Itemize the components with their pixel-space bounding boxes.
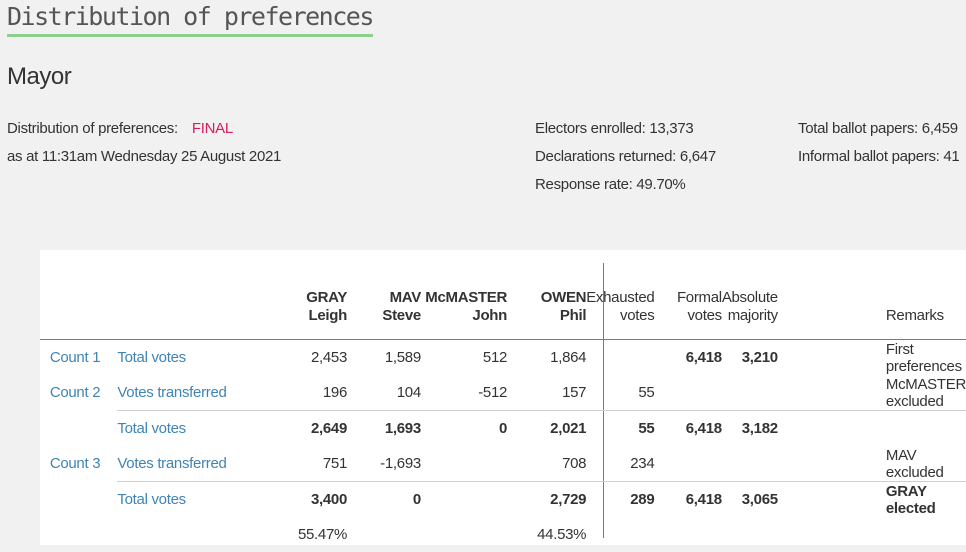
absolute-majority: 3,210	[741, 349, 778, 366]
mav-votes: 1,693	[347, 410, 421, 446]
row-type-label: Total votes	[117, 349, 186, 366]
dop-label: Distribution of preferences:	[7, 120, 178, 137]
gray-votes: 196	[322, 384, 348, 401]
declarations-returned: Declarations returned: 6,647	[535, 148, 716, 165]
mcmaster-votes	[420, 481, 508, 517]
distribution-table-panel: GRAY Leigh MAV Steve McMASTER John OWEN Phil…	[40, 250, 966, 545]
mcmaster-votes	[421, 446, 507, 482]
exhausted-votes: 234	[630, 455, 655, 472]
absolute-majority: 3,065	[721, 481, 778, 517]
formal-votes	[654, 375, 721, 411]
absolute-majority-header: Absolute majority	[721, 270, 778, 340]
remarks-header: Remarks	[885, 270, 966, 340]
candidate-header-gray: GRAY Leigh	[243, 270, 347, 340]
informal-ballot-papers: Informal ballot papers: 41	[798, 148, 960, 165]
formal-votes: 6,418	[654, 481, 722, 517]
absolute-majority	[722, 446, 778, 482]
remarks: GRAY elected	[885, 481, 966, 517]
remarks	[885, 410, 966, 446]
count-link[interactable]: Count 2	[49, 384, 101, 402]
row-type-label: Total votes	[117, 481, 244, 517]
candidate-header-owen: OWEN Phil	[507, 270, 587, 340]
exhausted-votes: 55	[638, 384, 655, 401]
election-title: Mayor	[7, 63, 72, 90]
gray-votes: 2,649	[269, 410, 347, 446]
candidate-divider	[603, 263, 604, 538]
mcmaster-votes: -512	[478, 384, 508, 401]
gray-votes: 751	[322, 455, 348, 472]
owen-votes: 2,729	[521, 481, 587, 517]
count-link[interactable]	[50, 482, 118, 518]
distribution-table: GRAY Leigh MAV Steve McMASTER John OWEN Phil…	[40, 270, 966, 552]
formal-votes: 6,418	[685, 349, 722, 366]
owen-votes: 157	[562, 384, 587, 401]
count-link[interactable]: Count 3	[49, 455, 101, 473]
candidate-header-mav: MAV Steve	[347, 270, 421, 340]
mcmaster-votes: 512	[482, 349, 508, 366]
formal-votes: 6,418	[654, 410, 722, 446]
formal-votes-header: Formal votes	[654, 270, 722, 340]
elector-stats: Electors enrolled: 13,373 Declarations r…	[535, 115, 716, 199]
gray-votes: 2,453	[310, 349, 348, 366]
exhausted-votes: 289	[586, 481, 655, 517]
exhausted-votes	[586, 340, 654, 376]
as-at-timestamp: as at 11:31am Wednesday 25 August 2021	[7, 148, 282, 165]
remarks: McMASTER excluded	[885, 375, 966, 410]
count-link[interactable]: Count 1	[49, 349, 101, 366]
total-ballot-papers: Total ballot papers: 6,459	[798, 120, 958, 137]
owen-percentage: 44.53%	[537, 526, 587, 543]
owen-votes: 2,021	[521, 410, 587, 446]
ballot-stats: Total ballot papers: 6,459 Informal ball…	[798, 115, 960, 171]
status-info: Distribution of preferences: FINAL as at …	[7, 115, 281, 171]
percentage-row: 55.47% 44.53%	[40, 517, 966, 552]
owen-votes: 708	[562, 455, 587, 472]
remarks: MAV excluded	[885, 446, 944, 481]
row-type-label: Votes transferred	[117, 384, 227, 401]
mav-votes: 1,589	[384, 349, 421, 366]
mcmaster-votes: 0	[420, 410, 507, 446]
formal-votes	[654, 446, 721, 482]
table-row: Total votes 2,649 1,693 0 2,021 55 6,418…	[40, 410, 966, 447]
electors-enrolled: Electors enrolled: 13,373	[535, 120, 694, 137]
table-row: Count 1 Total votes 2,453 1,589 512 1,86…	[40, 340, 966, 376]
mav-votes: 104	[396, 384, 421, 401]
row-type-label: Total votes	[117, 410, 244, 446]
final-status-badge: FINAL	[191, 120, 233, 137]
mav-votes: 0	[347, 481, 421, 517]
remarks: First preferences	[885, 340, 962, 375]
row-type-label: Votes transferred	[117, 455, 227, 472]
exhausted-votes: 55	[586, 410, 655, 446]
count-link[interactable]	[50, 411, 118, 447]
dop-status-line: Distribution of preferences: FINAL	[7, 115, 281, 143]
owen-votes: 1,864	[550, 349, 587, 366]
table-row: Count 3 Votes transferred 751 -1,693 708…	[40, 446, 966, 482]
gray-votes: 3,400	[269, 481, 347, 517]
table-header-row: GRAY Leigh MAV Steve McMASTER John OWEN Phil…	[40, 270, 966, 340]
exhausted-votes-header: Exhausted votes	[586, 270, 655, 340]
candidate-header-mcmaster: McMASTER John	[420, 270, 507, 340]
page-title: Distribution of preferences	[7, 2, 374, 37]
absolute-majority: 3,182	[721, 410, 778, 446]
gray-percentage: 55.47%	[297, 526, 348, 543]
absolute-majority	[722, 375, 778, 411]
mav-votes: -1,693	[380, 455, 421, 472]
response-rate: Response rate: 49.70%	[535, 176, 686, 193]
table-row: Total votes 3,400 0 2,729 289 6,418 3,06…	[40, 481, 966, 518]
table-row: Count 2 Votes transferred 196 104 -512 1…	[40, 375, 966, 411]
